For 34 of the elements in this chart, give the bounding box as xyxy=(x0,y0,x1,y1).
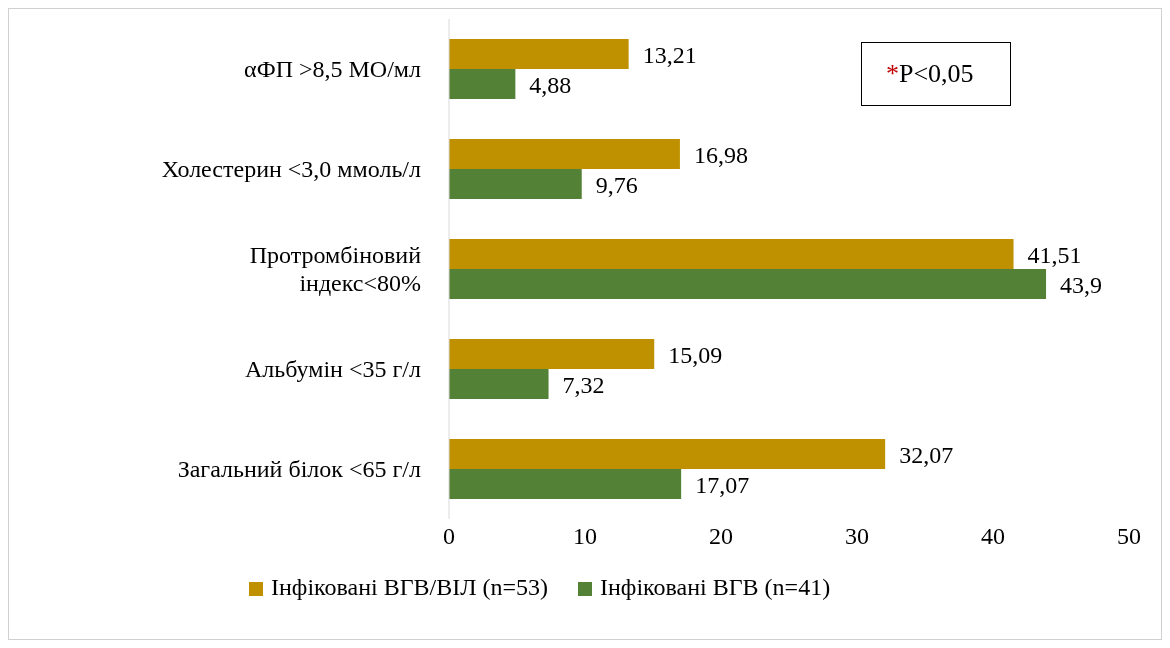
bar xyxy=(449,369,549,399)
bar xyxy=(449,439,886,469)
x-tick-label: 0 xyxy=(443,523,455,550)
data-label: 43,9 xyxy=(1060,271,1103,298)
y-tick-label: Альбумін <35 г/л xyxy=(245,356,422,382)
legend-label: Інфіковані ВГВ/ВІЛ (n=53) xyxy=(271,574,549,601)
x-tick-label: 10 xyxy=(573,523,597,550)
y-tick-label: αФП >8,5 МО/мл xyxy=(244,56,422,82)
legend-label: Інфіковані ВГВ (n=41) xyxy=(600,574,831,601)
bar xyxy=(449,39,629,69)
y-tick-label: Холестерин <3,0 ммоль/л xyxy=(161,156,422,182)
x-tick-label: 30 xyxy=(845,523,869,550)
data-label: 41,51 xyxy=(1027,241,1082,268)
data-label: 16,98 xyxy=(693,141,748,168)
data-label: 32,07 xyxy=(899,441,954,468)
bar xyxy=(449,469,682,499)
y-tick-label: Загальний білок <65 г/л xyxy=(177,456,422,482)
x-tick-label: 20 xyxy=(709,523,733,550)
annotation: *P<0,05 xyxy=(886,59,974,89)
x-tick-label: 40 xyxy=(981,523,1005,550)
data-label: 9,76 xyxy=(595,171,638,198)
bar xyxy=(449,69,516,99)
data-label: 15,09 xyxy=(668,341,723,368)
data-label: 13,21 xyxy=(642,41,697,68)
data-label: 17,07 xyxy=(695,471,750,498)
x-tick-label: 50 xyxy=(1117,523,1141,550)
data-label: 7,32 xyxy=(562,371,605,398)
bar xyxy=(449,139,680,169)
bar xyxy=(449,269,1047,299)
y-tick-label: Протромбіновий індекс<80% xyxy=(249,242,422,296)
bar xyxy=(449,239,1014,269)
bar xyxy=(449,339,655,369)
data-label: 4,88 xyxy=(529,71,572,98)
bar xyxy=(449,169,582,199)
